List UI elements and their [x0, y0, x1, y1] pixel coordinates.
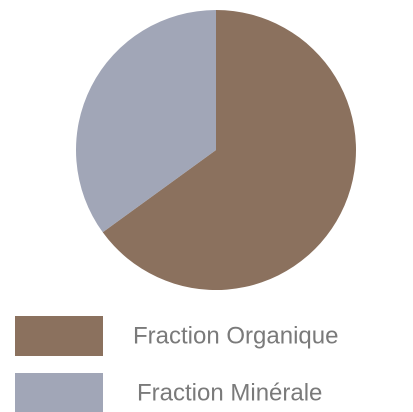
legend-label: Fraction Minérale	[137, 379, 322, 406]
legend-swatch	[15, 316, 103, 356]
pie-slice	[102, 10, 357, 290]
legend-swatch	[15, 373, 103, 412]
legend-label: Fraction Organique	[133, 322, 338, 349]
pie-slice	[75, 10, 216, 233]
